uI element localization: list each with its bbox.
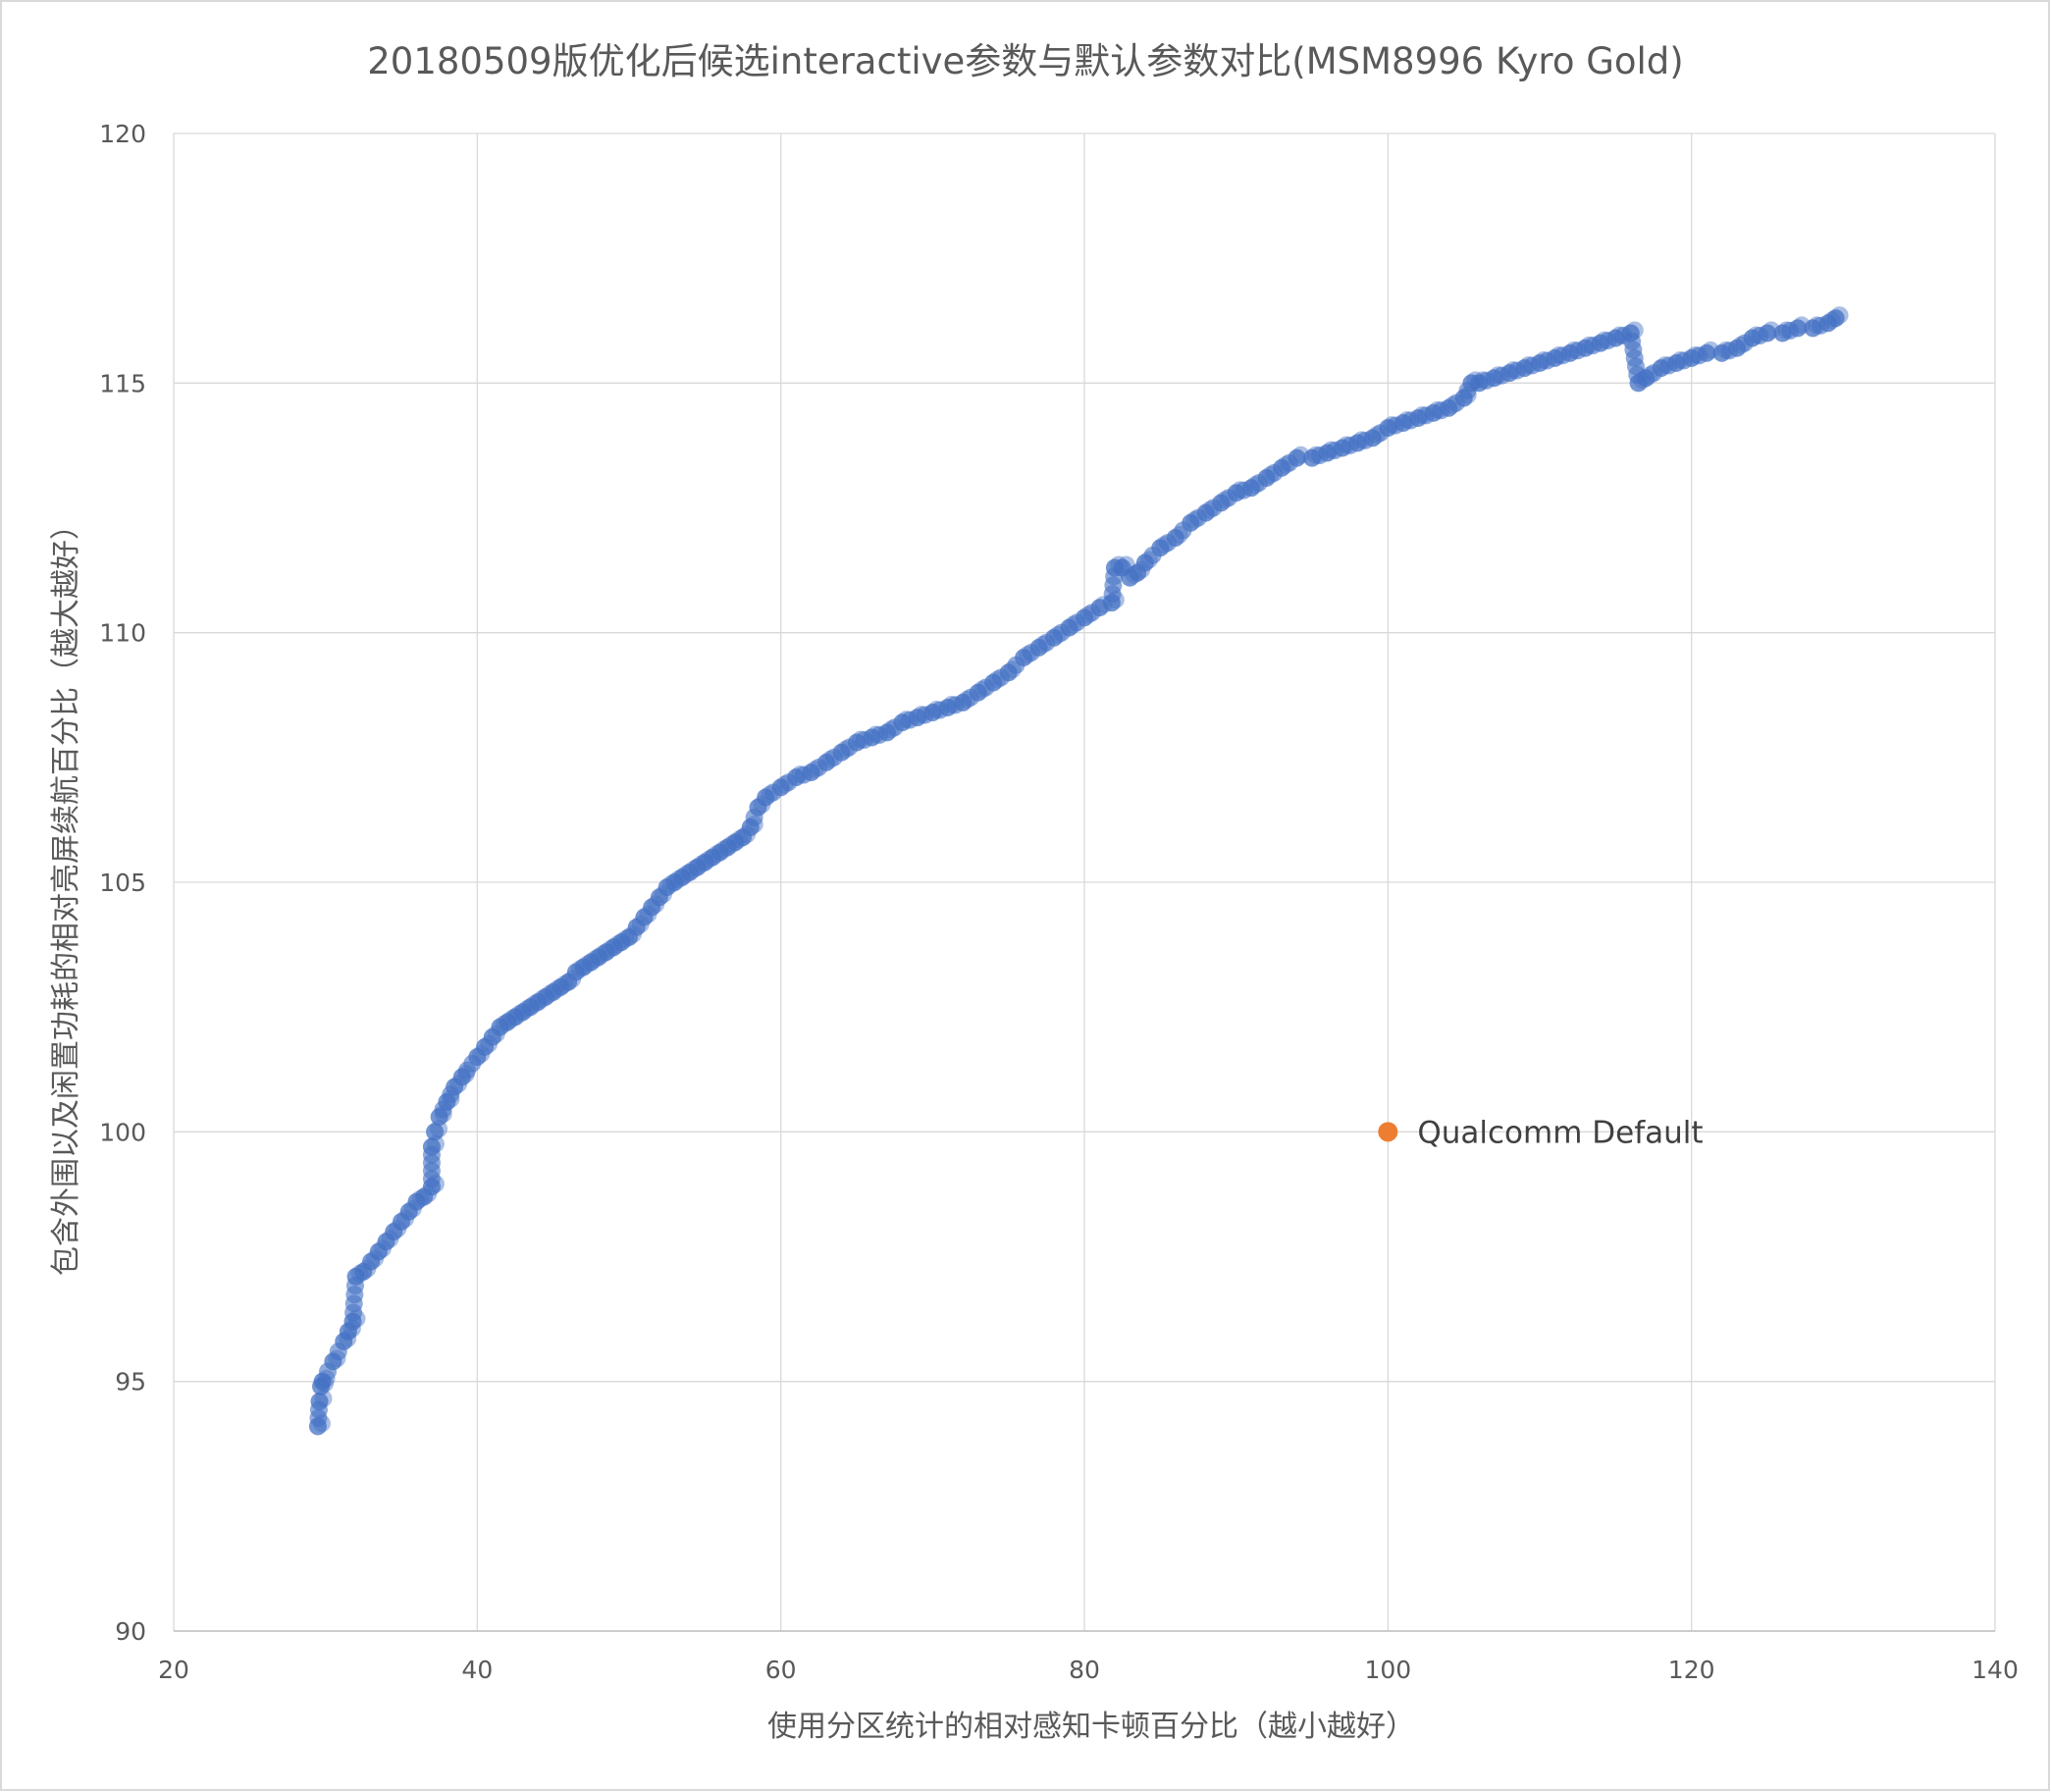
data-point: [422, 1137, 441, 1156]
y-axis-ticks: 90 95 100 105 110 115 120: [99, 120, 146, 1646]
candidate-parameter-points: [308, 306, 1849, 1436]
data-point: [1759, 324, 1776, 343]
qualcomm-default-point: [1378, 1122, 1398, 1142]
y-axis-title: 包含外围以及闲置功耗的相对亮屏续航百分比（越大越好）: [49, 510, 83, 1276]
data-points: [308, 306, 1849, 1436]
data-point: [1288, 448, 1306, 467]
data-point: [1830, 306, 1849, 325]
annotation-qualcomm-default: Qualcomm Default: [1417, 1115, 1703, 1150]
data-point: [1788, 319, 1807, 338]
x-axis-title: 使用分区统计的相对感知卡顿百分比（越小越好）: [767, 1710, 1415, 1744]
x-tick-label: 80: [1069, 1656, 1100, 1684]
x-tick-label: 60: [765, 1656, 797, 1684]
chart-title: 20180509版优化后候选interactive参数与默认参数对比(MSM89…: [367, 40, 1683, 82]
y-tick-label: 95: [115, 1368, 146, 1397]
y-tick-label: 120: [99, 120, 146, 148]
x-tick-label: 100: [1364, 1656, 1411, 1684]
data-point: [310, 1393, 329, 1411]
y-tick-label: 105: [99, 869, 146, 897]
y-tick-label: 115: [99, 369, 146, 397]
x-tick-label: 120: [1668, 1656, 1715, 1684]
y-tick-label: 90: [115, 1617, 146, 1646]
x-axis-ticks: 20 40 60 80 100 120 140: [158, 1656, 2019, 1684]
y-tick-label: 100: [99, 1118, 146, 1146]
data-point: [426, 1123, 445, 1141]
gridlines: [173, 132, 1996, 1632]
x-tick-label: 140: [1972, 1656, 2019, 1684]
qualcomm-default-points: [1378, 1122, 1398, 1142]
data-point: [1698, 343, 1716, 362]
x-tick-label: 20: [158, 1656, 189, 1684]
data-point: [1826, 309, 1845, 328]
x-tick-label: 40: [461, 1656, 493, 1684]
y-tick-label: 110: [99, 619, 146, 648]
